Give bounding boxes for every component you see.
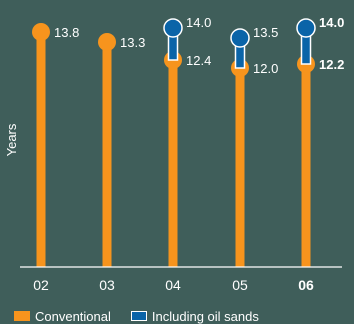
conventional-bar-02 <box>36 32 46 267</box>
conventional-marker-02 <box>32 23 50 41</box>
value-label-conventional-02: 13.8 <box>54 25 79 40</box>
legend-label-conventional: Conventional <box>35 308 111 324</box>
x-tick-label-05: 05 <box>232 277 248 293</box>
conventional-bar-05 <box>235 68 245 267</box>
x-tick-label-03: 03 <box>99 277 115 293</box>
conventional-bar-03 <box>102 42 112 267</box>
legend-swatch-oil-sands <box>130 311 147 321</box>
markers-layer <box>163 18 316 69</box>
x-tick-label-06: 06 <box>298 277 314 293</box>
value-label-conventional-06: 12.2 <box>319 57 344 72</box>
y-axis-label: Years <box>4 123 19 156</box>
value-label-oil-sands-06: 14.0 <box>319 15 344 30</box>
conventional-marker-03 <box>98 33 116 51</box>
value-label-oil-sands-05: 13.5 <box>253 25 278 40</box>
value-label-conventional-03: 13.3 <box>120 35 145 50</box>
conventional-bar-06 <box>301 64 311 267</box>
legend-swatch-conventional <box>14 311 30 321</box>
x-tick-labels: 02 03 04 05 06 <box>33 277 314 293</box>
legend-item-conventional: Conventional <box>14 309 111 324</box>
oil-sands-marker-06 <box>296 18 316 38</box>
labels-layer: 13.8 13.3 12.4 14.0 12.0 13.5 12.2 14.0 <box>54 15 344 76</box>
value-label-conventional-05: 12.0 <box>253 61 278 76</box>
legend-item-oil-sands: Including oil sands <box>130 308 259 324</box>
x-tick-label-04: 04 <box>165 277 181 293</box>
value-label-oil-sands-04: 14.0 <box>186 15 211 30</box>
oil-sands-marker-05 <box>230 28 250 48</box>
legend: Conventional Including oil sands <box>14 308 354 324</box>
oil-sands-marker-04 <box>163 18 183 38</box>
conventional-bar-04 <box>168 60 178 267</box>
x-tick-label-02: 02 <box>33 277 49 293</box>
legend-label-oil-sands: Including oil sands <box>151 308 259 324</box>
value-label-conventional-04: 12.4 <box>186 53 211 68</box>
